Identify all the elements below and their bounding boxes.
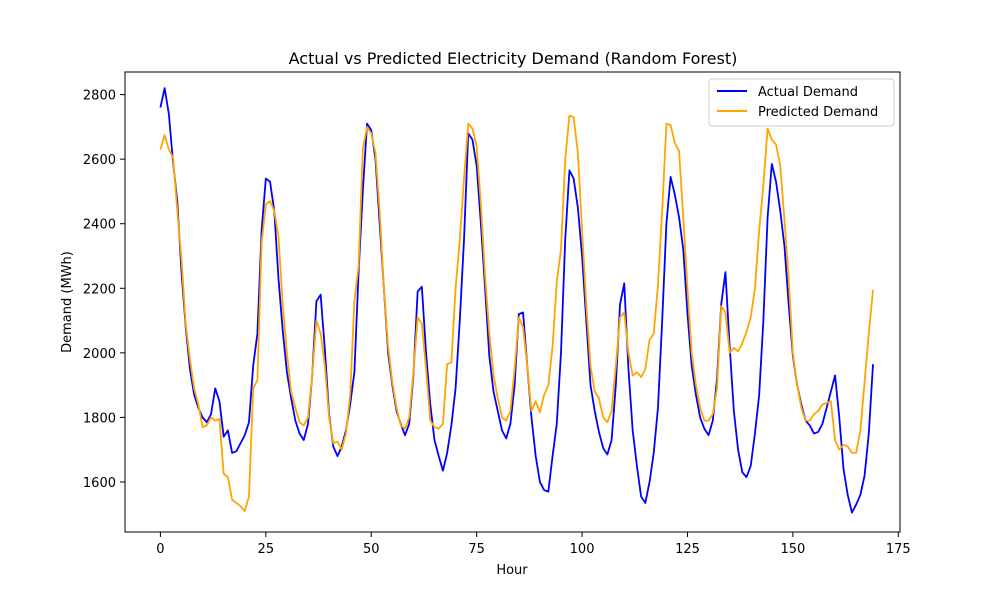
y-tick-label: 2400 xyxy=(83,218,116,233)
legend-label-predicted: Predicted Demand xyxy=(758,105,878,120)
y-tick-label: 2200 xyxy=(83,282,116,297)
x-tick-label: 50 xyxy=(363,542,380,557)
x-axis-ticks: 0 25 50 75 100 125 150 175 xyxy=(156,532,911,557)
y-tick-label: 1800 xyxy=(83,411,116,426)
x-tick-label: 125 xyxy=(675,542,700,557)
y-tick-label: 2000 xyxy=(83,347,116,362)
x-tick-label: 175 xyxy=(886,542,911,557)
legend-box xyxy=(708,78,895,127)
x-tick-label: 25 xyxy=(258,542,275,557)
series-line-predicted xyxy=(159,114,874,512)
x-tick-label: 75 xyxy=(468,542,485,557)
plot-area-frame xyxy=(124,71,901,533)
series-layer xyxy=(159,87,874,514)
x-axis-label: Hour xyxy=(496,563,528,578)
y-tick-label: 1600 xyxy=(83,476,116,491)
x-tick-label: 0 xyxy=(156,542,164,557)
x-tick-label: 100 xyxy=(570,542,595,557)
legend-label-actual: Actual Demand xyxy=(758,85,858,100)
x-tick-label: 150 xyxy=(780,542,805,557)
y-axis-ticks: 1600 1800 2000 2200 2400 2600 2800 xyxy=(83,89,125,491)
y-tick-label: 2600 xyxy=(83,153,116,168)
y-axis-label: Demand (MWh) xyxy=(60,251,75,353)
y-tick-label: 2800 xyxy=(83,89,116,104)
legend: Actual Demand Predicted Demand xyxy=(708,78,895,127)
chart-title: Actual vs Predicted Electricity Demand (… xyxy=(289,49,738,68)
